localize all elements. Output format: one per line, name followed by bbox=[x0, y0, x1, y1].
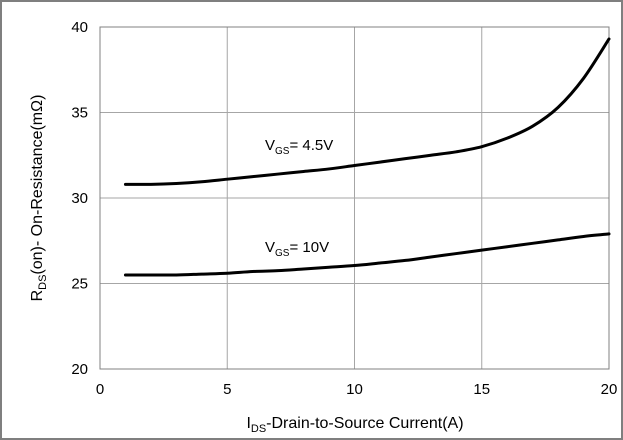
series-line-vgs-10v bbox=[123, 232, 611, 277]
y-tick-labels: 20 25 30 35 40 bbox=[71, 19, 88, 378]
y-tick-label: 25 bbox=[71, 276, 88, 293]
y-tick-label: 35 bbox=[71, 105, 88, 122]
plot-area-border bbox=[99, 26, 610, 370]
y-tick-label: 30 bbox=[71, 190, 88, 207]
x-tick-label: 5 bbox=[223, 381, 231, 398]
x-tick-labels: 0 5 10 15 20 bbox=[96, 381, 618, 398]
series-lines bbox=[123, 37, 611, 277]
series-line-vgs-4-5v bbox=[123, 37, 611, 186]
x-tick-label: 0 bbox=[96, 381, 104, 398]
x-tick-label: 20 bbox=[601, 381, 618, 398]
series-label-vgs-10v: VGS= 10V bbox=[265, 239, 329, 259]
x-axis-label: IDS-Drain-to-Source Current(A) bbox=[246, 415, 463, 435]
y-tick-label: 20 bbox=[71, 361, 88, 378]
grid-lines bbox=[100, 27, 609, 369]
x-tick-label: 10 bbox=[346, 381, 363, 398]
x-tick-label: 15 bbox=[473, 381, 490, 398]
y-tick-label: 40 bbox=[71, 19, 88, 36]
y-axis-label: RDS(on)- On-Resistance(mΩ) bbox=[29, 95, 49, 302]
series-label-vgs-4-5v: VGS= 4.5V bbox=[265, 137, 333, 157]
